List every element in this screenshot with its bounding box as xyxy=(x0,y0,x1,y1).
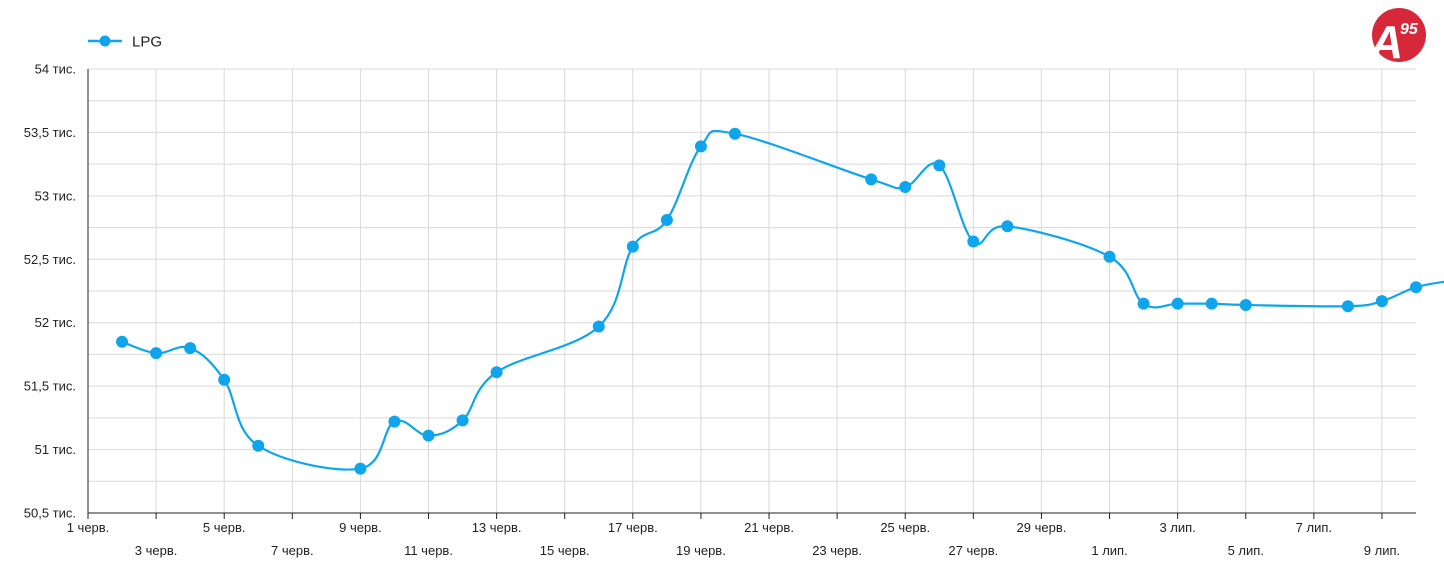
x-tick-label: 3 черв. xyxy=(135,543,178,558)
data-point xyxy=(490,366,503,379)
data-point xyxy=(354,462,367,475)
data-point xyxy=(694,140,707,153)
data-point xyxy=(422,429,435,442)
a95-logo: A 95 xyxy=(1369,8,1426,68)
data-point xyxy=(1239,298,1252,311)
y-tick-label: 51 тис. xyxy=(35,442,76,457)
grid xyxy=(87,68,1416,514)
x-tick-label: 9 черв. xyxy=(339,520,382,535)
data-point xyxy=(218,373,231,386)
x-tick-label: 27 черв. xyxy=(948,543,998,558)
data-point xyxy=(1171,297,1184,310)
x-tick-label: 5 лип. xyxy=(1228,543,1264,558)
data-point xyxy=(626,240,639,253)
data-point xyxy=(1410,281,1422,294)
data-point xyxy=(252,439,265,452)
data-point xyxy=(660,213,673,226)
x-tick-label: 19 черв. xyxy=(676,543,726,558)
x-tick-label: 29 черв. xyxy=(1017,520,1067,535)
x-tick-label: 11 черв. xyxy=(404,543,453,558)
data-point xyxy=(728,127,741,140)
x-tick-label: 7 лип. xyxy=(1296,520,1332,535)
data-point xyxy=(1341,300,1354,313)
data-point xyxy=(1205,297,1218,310)
data-point xyxy=(388,415,401,428)
data-point xyxy=(933,159,946,172)
x-tick-label: 5 черв. xyxy=(203,520,246,535)
x-axis: 1 черв. 3 черв. 5 черв. 7 черв. 9 черв. 11 че… xyxy=(67,512,1416,558)
data-point xyxy=(150,347,163,360)
y-tick-label: 53 тис. xyxy=(35,188,76,203)
legend-label: LPG xyxy=(132,34,162,51)
x-tick-label: 9 лип. xyxy=(1364,543,1400,558)
data-point xyxy=(116,335,129,348)
data-point xyxy=(899,180,912,193)
data-point xyxy=(967,235,980,248)
x-tick-label: 15 черв. xyxy=(540,543,590,558)
x-tick-label: 1 черв. xyxy=(67,520,110,535)
y-tick-label: 51,5 тис. xyxy=(24,379,76,394)
logo-letter: A xyxy=(1369,16,1403,68)
x-tick-label: 17 черв. xyxy=(608,520,658,535)
y-tick-label: 52 тис. xyxy=(35,315,76,330)
y-axis: 50,5 тис. 51 тис. 51,5 тис. 52 тис. 52,5 тис… xyxy=(24,62,89,521)
x-tick-label: 13 черв. xyxy=(472,520,522,535)
data-point xyxy=(1375,295,1388,308)
x-tick-label: 1 лип. xyxy=(1091,543,1127,558)
data-point xyxy=(1137,297,1150,310)
x-tick-label: 3 лип. xyxy=(1159,520,1195,535)
logo-circle xyxy=(1372,8,1426,62)
logo-superscript: 95 xyxy=(1400,21,1419,38)
data-point xyxy=(1001,220,1014,233)
x-tick-label: 7 черв. xyxy=(271,543,314,558)
data-point xyxy=(592,320,605,333)
legend-dot-marker xyxy=(99,35,111,47)
y-tick-label: 52,5 тис. xyxy=(24,252,76,267)
data-point xyxy=(865,173,878,186)
legend[interactable]: LPG xyxy=(88,34,162,51)
data-point xyxy=(184,342,197,355)
data-point xyxy=(456,414,469,427)
y-tick-label: 53,5 тис. xyxy=(24,125,76,140)
x-tick-label: 21 черв. xyxy=(744,520,794,535)
y-tick-label: 54 тис. xyxy=(35,62,76,77)
y-tick-label: 50,5 тис. xyxy=(24,506,76,521)
x-tick-label: 25 черв. xyxy=(880,520,930,535)
series-group xyxy=(116,127,1444,475)
data-point xyxy=(1103,250,1116,263)
x-tick-label: 23 черв. xyxy=(812,543,862,558)
